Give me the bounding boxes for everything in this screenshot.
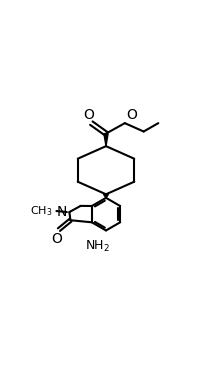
Text: CH$_3$: CH$_3$	[30, 204, 53, 218]
Text: NH$_2$: NH$_2$	[85, 239, 110, 254]
Text: O: O	[126, 108, 137, 122]
Text: O: O	[83, 108, 94, 122]
Text: N: N	[57, 205, 67, 219]
Polygon shape	[104, 133, 108, 146]
Polygon shape	[103, 194, 109, 198]
Text: O: O	[51, 232, 62, 246]
